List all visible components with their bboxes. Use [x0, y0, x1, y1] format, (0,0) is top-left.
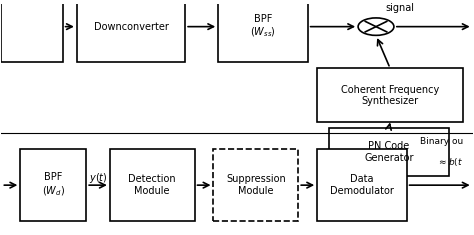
Text: $\approx b(t$: $\approx b(t$ — [437, 156, 463, 168]
Text: Downconverter: Downconverter — [93, 22, 168, 32]
Text: Suppression
Module: Suppression Module — [226, 174, 286, 196]
FancyBboxPatch shape — [317, 68, 463, 122]
Text: BPF
$(W_d)$: BPF $(W_d)$ — [42, 172, 65, 198]
FancyBboxPatch shape — [218, 0, 308, 62]
FancyBboxPatch shape — [213, 149, 298, 222]
Text: $y(t)$: $y(t)$ — [89, 171, 107, 184]
Text: Data
Demodulator: Data Demodulator — [330, 174, 394, 196]
FancyBboxPatch shape — [317, 149, 407, 222]
FancyBboxPatch shape — [77, 0, 185, 62]
Text: Coherent Frequency
Synthesizer: Coherent Frequency Synthesizer — [341, 85, 439, 106]
FancyBboxPatch shape — [110, 149, 195, 222]
Text: BPF
$(W_{ss})$: BPF $(W_{ss})$ — [250, 14, 276, 39]
FancyBboxPatch shape — [329, 128, 449, 176]
Text: signal: signal — [385, 3, 414, 13]
Text: Binary ou: Binary ou — [420, 137, 463, 146]
FancyBboxPatch shape — [20, 149, 86, 222]
FancyBboxPatch shape — [1, 0, 63, 62]
Text: Detection
Module: Detection Module — [128, 174, 176, 196]
Text: PN Code
Generator: PN Code Generator — [364, 141, 414, 163]
